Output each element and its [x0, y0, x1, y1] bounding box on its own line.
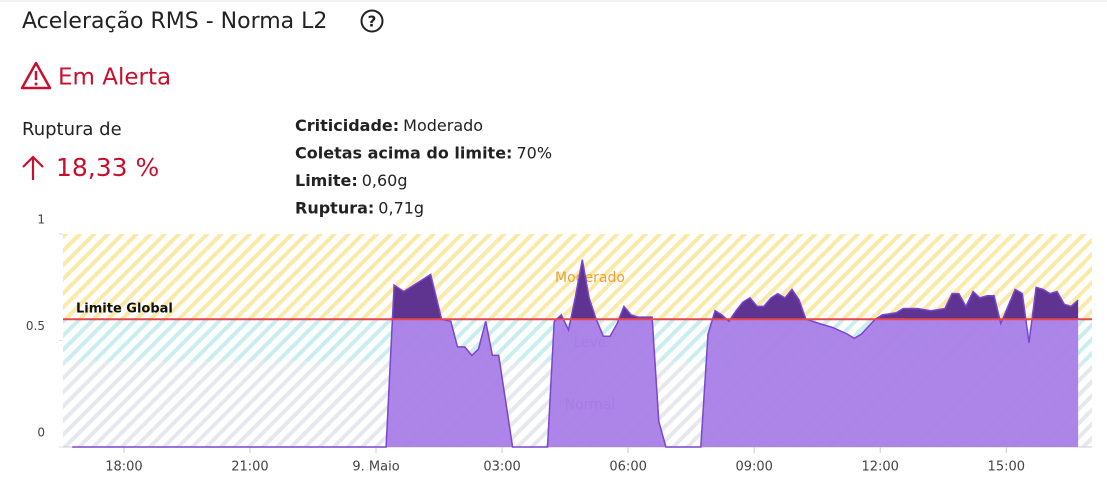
status: Em Alerta	[58, 65, 171, 91]
limit-label: Limite Global	[76, 302, 173, 317]
up-arrow	[22, 155, 44, 180]
detail-label: Limite:	[295, 171, 358, 190]
detail-line: Coletas acima do limite: 70%	[295, 143, 552, 162]
x-tick-label: 03:00	[483, 460, 520, 475]
area-above-limit	[392, 259, 1079, 320]
detail-line: Criticidade: Moderado	[295, 116, 483, 135]
detail-value: Moderado	[403, 116, 483, 135]
x-tick-label: 06:00	[609, 460, 646, 475]
warning-icon	[20, 61, 52, 90]
detail-value: 70%	[516, 143, 552, 162]
x-tick-label: 18:00	[105, 460, 142, 475]
x-tick-label: 15:00	[988, 460, 1025, 475]
x-tick-label: 21:00	[231, 460, 268, 475]
rupture-label: Ruptura de	[22, 119, 122, 140]
detail-value: 0,71g	[378, 198, 424, 217]
rupture-value: 18,33 %	[56, 153, 159, 182]
detail-label: Ruptura:	[295, 198, 374, 217]
detail-line: Ruptura: 0,71g	[295, 198, 424, 217]
detail-value: 0,60g	[362, 171, 408, 190]
help-icon[interactable]: ?	[360, 9, 384, 33]
line	[72, 259, 1079, 448]
band-label: Moderado	[555, 270, 625, 286]
x-tick-label: 12:00	[861, 460, 898, 475]
x-tick-label: 09:00	[735, 460, 772, 475]
y-tick-label: 1	[37, 213, 45, 227]
y-tick-label: 0.5	[26, 319, 45, 333]
x-tick-label: 9. Maio	[352, 460, 399, 475]
detail-line: Limite: 0,60g	[295, 171, 408, 190]
detail-label: Coletas acima do limite:	[295, 143, 512, 162]
detail-label: Criticidade:	[295, 116, 399, 135]
svg-text:?: ?	[368, 13, 377, 31]
y-tick-label: 0	[37, 426, 45, 440]
area	[72, 259, 1079, 447]
widget-title: Aceleração RMS - Norma L2	[22, 9, 327, 34]
